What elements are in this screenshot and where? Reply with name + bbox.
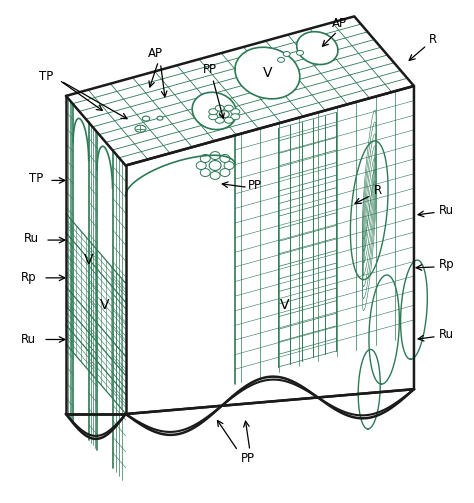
Text: AP: AP <box>332 17 347 30</box>
Text: Rp: Rp <box>439 259 455 272</box>
Ellipse shape <box>210 172 220 180</box>
Polygon shape <box>66 96 126 414</box>
Text: V: V <box>280 298 290 312</box>
Text: PP: PP <box>241 452 255 465</box>
Ellipse shape <box>297 50 303 55</box>
Polygon shape <box>66 17 414 165</box>
Ellipse shape <box>135 125 146 132</box>
Ellipse shape <box>224 161 234 170</box>
Ellipse shape <box>278 57 284 62</box>
Ellipse shape <box>231 114 240 120</box>
Text: Ru: Ru <box>21 333 36 346</box>
Ellipse shape <box>283 51 290 56</box>
Text: V: V <box>84 253 94 267</box>
Ellipse shape <box>220 169 230 177</box>
Text: R: R <box>374 184 383 197</box>
Ellipse shape <box>224 105 233 111</box>
Text: TP: TP <box>29 172 43 185</box>
Text: PP: PP <box>203 62 224 118</box>
Ellipse shape <box>219 111 229 118</box>
Ellipse shape <box>235 47 300 99</box>
Text: V: V <box>100 298 109 312</box>
Ellipse shape <box>209 114 218 120</box>
Ellipse shape <box>142 116 150 121</box>
Text: Ru: Ru <box>439 204 454 217</box>
Ellipse shape <box>231 109 240 115</box>
Ellipse shape <box>215 105 224 111</box>
Text: R: R <box>429 33 437 46</box>
Ellipse shape <box>196 161 206 170</box>
Text: Ru: Ru <box>24 231 39 244</box>
Ellipse shape <box>224 117 233 123</box>
Ellipse shape <box>201 154 210 162</box>
Text: PP: PP <box>248 179 262 192</box>
Ellipse shape <box>201 169 210 177</box>
Ellipse shape <box>192 92 237 130</box>
Polygon shape <box>126 86 414 414</box>
Text: Ru: Ru <box>439 328 454 341</box>
Ellipse shape <box>215 117 224 123</box>
Ellipse shape <box>209 160 221 171</box>
Text: TP: TP <box>39 69 53 82</box>
Ellipse shape <box>209 109 218 115</box>
Text: Rp: Rp <box>20 271 36 284</box>
Text: V: V <box>263 66 272 80</box>
Ellipse shape <box>297 32 338 64</box>
Ellipse shape <box>157 116 163 120</box>
Ellipse shape <box>210 151 220 159</box>
Ellipse shape <box>220 154 230 162</box>
Text: AP: AP <box>148 47 163 60</box>
